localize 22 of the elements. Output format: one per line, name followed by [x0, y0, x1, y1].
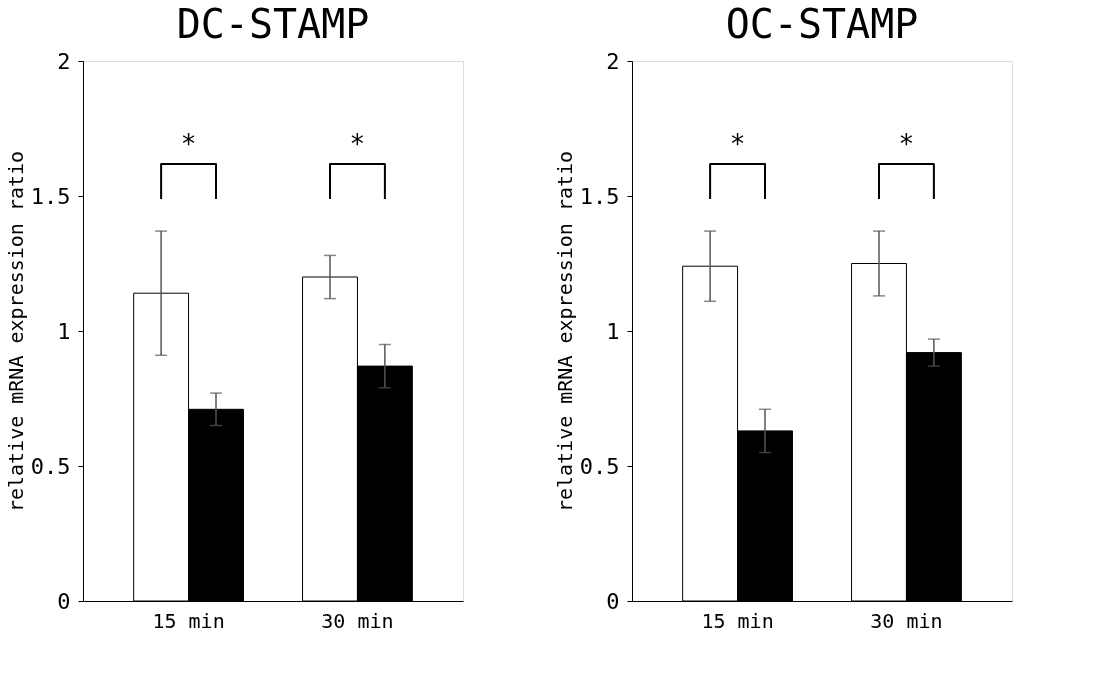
chart-title: OC-STAMP: [725, 1, 919, 47]
x-tick-label: 15 min: [701, 608, 774, 633]
y-tick-label: 1.5: [579, 183, 620, 209]
x-tick-label: 15 min: [152, 608, 225, 633]
y-tick-label: 1: [57, 318, 71, 344]
y-tick-label: 2: [606, 48, 620, 74]
y-tick-label: 0.5: [579, 453, 620, 479]
y-tick-label: 1: [606, 318, 620, 344]
y-axis-title: relative mRNA expression ratio: [552, 150, 577, 513]
x-tick-label: 30 min: [321, 608, 394, 633]
y-tick-label: 0.5: [30, 453, 71, 479]
x-tick-label: 30 min: [870, 608, 943, 633]
annotation: *: [729, 129, 746, 159]
annotation: *: [180, 129, 197, 159]
annotation: *: [349, 129, 366, 159]
chart-title: DC-STAMP: [176, 1, 370, 47]
y-tick-label: 1.5: [30, 183, 71, 209]
y-axis-title: relative mRNA expression ratio: [3, 150, 28, 513]
y-tick-label: 0: [57, 588, 71, 614]
y-tick-label: 0: [606, 588, 620, 614]
y-tick-label: 2: [57, 48, 71, 74]
annotation: *: [898, 129, 915, 159]
